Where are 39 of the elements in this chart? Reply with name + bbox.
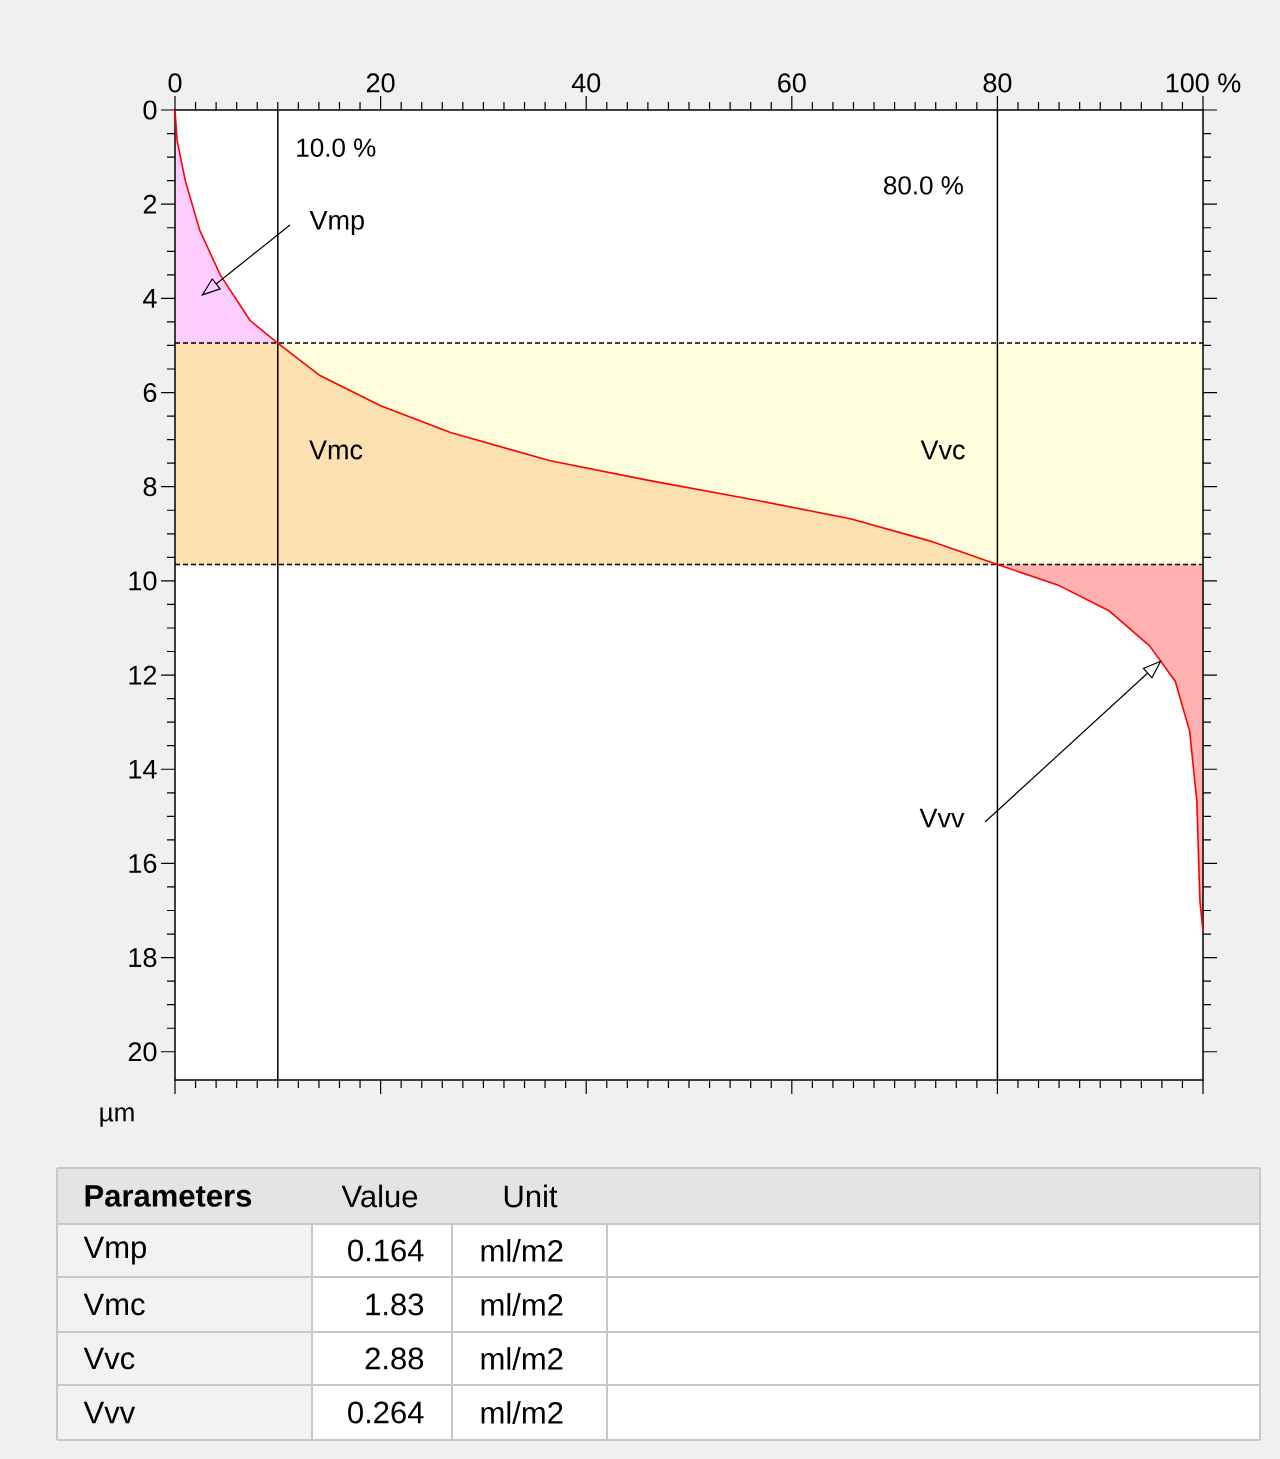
text: Vvv [83, 1401, 136, 1424]
text: 0.164 [348, 1239, 424, 1262]
y-tick-label: 8 [143, 477, 157, 497]
text: Vmc [83, 1293, 145, 1316]
y-tick-label: 10 [129, 571, 157, 591]
text: Value [341, 1184, 418, 1208]
y-tick-label: 16 [129, 853, 157, 873]
y-tick-label: 20 [128, 1042, 157, 1062]
text: ml/m2 [481, 1239, 563, 1262]
text: ml/m2 [481, 1293, 563, 1316]
y-tick-label: 4 [143, 289, 157, 308]
y-axis-title: µm [100, 1107, 134, 1127]
text: ml/m2 [481, 1401, 563, 1424]
y-tick-label: 6 [143, 382, 157, 403]
text: 1.83 [366, 1293, 424, 1316]
x-tick-label: 20 [366, 73, 395, 93]
x-tick-label: 80 [983, 73, 1012, 93]
annotation: Vmc [309, 440, 363, 460]
ref-line-label: 80.0 % [884, 176, 963, 195]
text: 0.264 [348, 1401, 424, 1424]
text: Vmp [83, 1236, 146, 1265]
annotation: Vvv [919, 808, 965, 828]
y-tick-label: 12 [129, 665, 157, 685]
annotation: Vmp [309, 210, 364, 236]
y-tick-label: 14 [129, 759, 157, 779]
text: Parameters [85, 1185, 252, 1207]
x-tick-label: 100 % [1166, 73, 1241, 93]
y-tick-label: 0 [143, 100, 157, 120]
annotation: Vvc [920, 440, 965, 460]
text: ml/m2 [481, 1347, 563, 1370]
text: Unit [504, 1184, 558, 1208]
x-tick-label: 60 [778, 73, 806, 93]
y-tick-label: 18 [129, 948, 157, 968]
y-tick-label: 2 [143, 194, 157, 214]
text: 2.88 [365, 1347, 424, 1370]
text: Vvc [83, 1347, 135, 1370]
x-tick-label: 40 [571, 73, 601, 93]
x-tick-label: 0 [168, 73, 182, 93]
ref-line-label: 10.0 % [297, 138, 376, 157]
